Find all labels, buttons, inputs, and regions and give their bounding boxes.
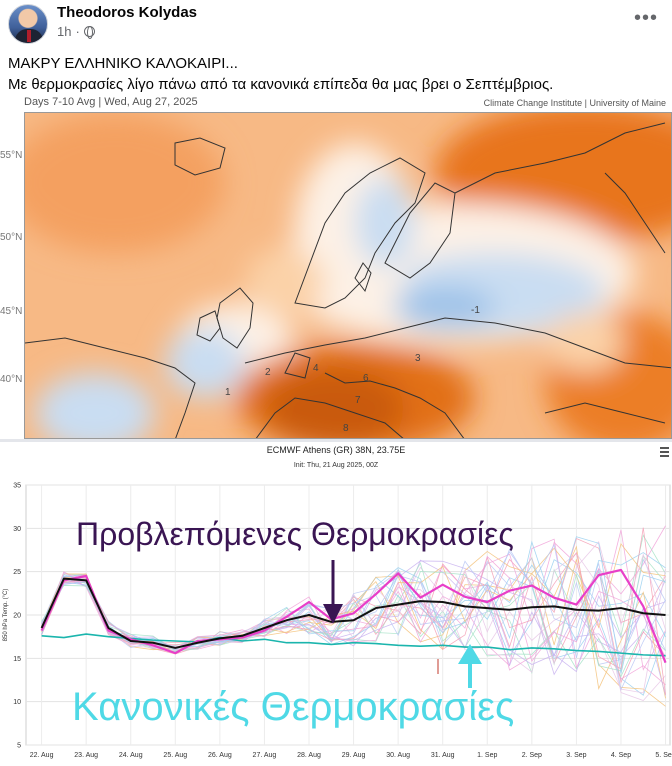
series-line-control	[40, 568, 667, 664]
y-tick-label: 35	[13, 483, 21, 490]
contour-label: 3	[415, 353, 421, 364]
map-credit: Climate Change Institute | University of…	[483, 98, 666, 108]
temperature-anomaly-map[interactable]: Days 7-10 Avg | Wed, Aug 27, 2025 Climat…	[0, 94, 672, 439]
x-axis-ticks: 22. Aug 23. Aug 24. Aug 25. Aug 26. Aug 27. A…	[30, 752, 672, 759]
map-area: 4 6 7 8 3 2 -1 1	[24, 112, 672, 439]
map-caption: Days 7-10 Avg | Wed, Aug 27, 2025	[24, 96, 198, 108]
normal-annotation: Κανονικές Θερμοκρασίες	[72, 685, 514, 729]
lat-label-55: 55°N	[0, 150, 23, 161]
avatar[interactable]	[8, 4, 48, 44]
x-tick-label: 22. Aug	[30, 752, 54, 759]
globe-icon[interactable]	[83, 26, 95, 39]
land-outlines	[25, 122, 671, 438]
x-tick-label: 27. Aug	[253, 752, 277, 759]
x-tick-label: 1. Sep	[477, 752, 497, 759]
forecast-arrow	[323, 560, 343, 624]
y-tick-label: 5	[17, 743, 21, 750]
chart-series	[40, 568, 667, 664]
author-name[interactable]: Theodoros Kolydas	[57, 4, 198, 21]
x-tick-label: 24. Aug	[119, 752, 143, 759]
post-text-line-1: ΜΑΚΡΥ ΕΛΛΗΝΙΚΟ ΚΑΛΟΚΑΙΡΙ...	[8, 55, 238, 72]
series-line-mean	[40, 577, 666, 649]
ensemble-forecast-chart[interactable]: ECMWF Athens (GR) 38N, 23.75E Init: Thu,…	[0, 442, 672, 766]
image-divider	[0, 439, 672, 442]
post-meta: 1h ·	[57, 24, 95, 39]
x-tick-label: 25. Aug	[163, 752, 187, 759]
normal-arrow	[458, 644, 482, 688]
y-tick-label: 30	[13, 526, 21, 533]
contour-labels: 4 6 7 8 3 2 -1 1	[225, 305, 480, 434]
x-tick-label: 28. Aug	[297, 752, 321, 759]
contour-label: 7	[355, 395, 361, 406]
anomaly-field	[25, 113, 671, 438]
y-tick-label: 25	[13, 569, 21, 576]
map-svg: 4 6 7 8 3 2 -1 1	[25, 113, 671, 438]
separator-dot: ·	[75, 24, 80, 39]
more-options-icon[interactable]: •••	[633, 7, 658, 29]
y-axis-ticks: 5 10 15 20 25 30 35	[13, 483, 21, 750]
ensemble-member-line	[41, 559, 666, 667]
chart-menu-icon[interactable]	[660, 447, 669, 457]
x-tick-label: 2. Sep	[522, 752, 542, 759]
contour-label: 8	[343, 423, 349, 434]
x-tick-label: 31. Aug	[431, 752, 455, 759]
x-tick-label: 29. Aug	[342, 752, 366, 759]
x-tick-label: 3. Sep	[566, 752, 586, 759]
x-tick-label: 30. Aug	[386, 752, 410, 759]
lat-label-45: 45°N	[0, 306, 23, 317]
chart-subtitle: Init: Thu, 21 Aug 2025, 00Z	[293, 462, 379, 469]
series-line-climatology	[41, 633, 666, 657]
contour-label: -1	[471, 305, 480, 316]
contour-label: 1	[225, 387, 231, 398]
chart-title: ECMWF Athens (GR) 38N, 23.75E	[266, 445, 406, 455]
x-tick-label: 5. Sep	[655, 752, 672, 759]
chart-svg: 5 10 15 20 25 30 35 22. Aug 23. Aug 24. Aug 25. A…	[3, 483, 672, 760]
post-text: ΜΑΚΡΥ ΕΛΛΗΝΙΚΟ ΚΑΛΟΚΑΙΡΙ... Με θερμοκρασ…	[8, 53, 664, 95]
post-header: Theodoros Kolydas 1h · •••	[0, 0, 672, 44]
y-tick-label: 15	[13, 656, 21, 663]
forecast-annotation: Προβλεπόμενες Θερμοκρασίες	[76, 516, 514, 552]
post-time[interactable]: 1h	[57, 24, 72, 39]
lat-label-40: 40°N	[0, 374, 23, 385]
x-tick-label: 23. Aug	[74, 752, 98, 759]
ensemble-member-line	[41, 545, 666, 699]
y-axis-label: 850 hPa Temp. (°C)	[3, 589, 9, 642]
y-tick-label: 10	[13, 699, 21, 706]
post-text-line-2: Με θερμοκρασίες λίγο πάνω από τα κανονικ…	[8, 76, 554, 93]
y-tick-label: 20	[13, 613, 21, 620]
lat-label-50: 50°N	[0, 232, 23, 243]
contour-label: 4	[313, 363, 319, 374]
x-tick-label: 4. Sep	[611, 752, 631, 759]
x-tick-label: 26. Aug	[208, 752, 232, 759]
ensemble-member-line	[41, 542, 666, 654]
contour-label: 2	[265, 367, 271, 378]
contour-label: 6	[363, 373, 369, 384]
avatar-tie	[27, 30, 31, 42]
